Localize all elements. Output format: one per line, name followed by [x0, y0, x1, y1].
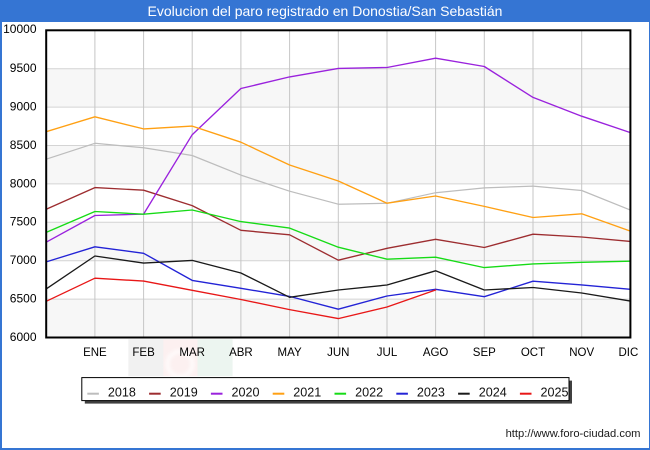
- svg-text:6000: 6000: [10, 330, 37, 344]
- svg-text:2024: 2024: [479, 385, 507, 399]
- svg-text:SEP: SEP: [473, 347, 496, 359]
- svg-text:ENE: ENE: [83, 347, 107, 359]
- svg-text:2025: 2025: [541, 385, 569, 399]
- svg-text:7000: 7000: [10, 253, 37, 267]
- svg-text:2023: 2023: [417, 385, 445, 399]
- svg-text:7500: 7500: [10, 215, 37, 229]
- svg-text:NOV: NOV: [569, 347, 594, 359]
- svg-text:8500: 8500: [10, 138, 37, 152]
- svg-text:2019: 2019: [170, 385, 198, 399]
- svg-text:MAY: MAY: [278, 347, 302, 359]
- svg-text:DIC: DIC: [618, 347, 638, 359]
- svg-text:JUN: JUN: [327, 347, 349, 359]
- svg-text:2018: 2018: [108, 385, 136, 399]
- svg-text:ABR: ABR: [229, 347, 253, 359]
- svg-text:MAR: MAR: [179, 347, 205, 359]
- svg-text:OCT: OCT: [521, 347, 545, 359]
- svg-text:JUL: JUL: [377, 347, 398, 359]
- svg-text:2020: 2020: [232, 385, 260, 399]
- svg-text:2022: 2022: [355, 385, 383, 399]
- svg-text:8000: 8000: [10, 176, 37, 190]
- svg-text:10000: 10000: [3, 22, 37, 36]
- svg-text:2021: 2021: [293, 385, 321, 399]
- svg-text:9000: 9000: [10, 100, 37, 114]
- svg-text:AGO: AGO: [423, 347, 449, 359]
- svg-text:9500: 9500: [10, 61, 37, 75]
- svg-text:FEB: FEB: [132, 347, 155, 359]
- svg-text:6500: 6500: [10, 292, 37, 306]
- svg-text:http://www.foro-ciudad.com: http://www.foro-ciudad.com: [506, 428, 641, 440]
